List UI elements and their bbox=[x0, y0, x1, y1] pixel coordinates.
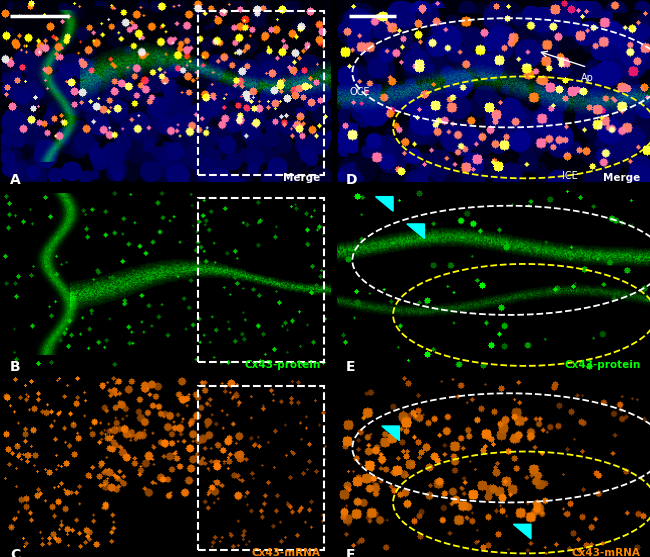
Bar bbox=[198, 386, 324, 550]
Text: C: C bbox=[10, 548, 20, 557]
Bar bbox=[198, 11, 324, 175]
Text: Cx43-mRNA: Cx43-mRNA bbox=[572, 548, 641, 557]
Text: B: B bbox=[10, 360, 21, 374]
Text: E: E bbox=[346, 360, 356, 374]
Text: ICE: ICE bbox=[562, 171, 578, 181]
Text: Merge: Merge bbox=[283, 173, 320, 183]
Text: Ap: Ap bbox=[581, 73, 594, 83]
Text: Cx43-mRNA: Cx43-mRNA bbox=[252, 548, 320, 557]
Polygon shape bbox=[382, 426, 399, 441]
Polygon shape bbox=[376, 197, 393, 211]
Text: F: F bbox=[346, 548, 356, 557]
Text: OCE: OCE bbox=[349, 87, 370, 97]
Text: Merge: Merge bbox=[603, 173, 641, 183]
Polygon shape bbox=[407, 224, 424, 238]
Text: Cx43-protein: Cx43-protein bbox=[564, 360, 641, 370]
Polygon shape bbox=[514, 524, 531, 539]
Bar bbox=[198, 198, 324, 362]
Text: D: D bbox=[346, 173, 358, 187]
Text: A: A bbox=[10, 173, 21, 187]
Text: Cx43-protein: Cx43-protein bbox=[244, 360, 320, 370]
